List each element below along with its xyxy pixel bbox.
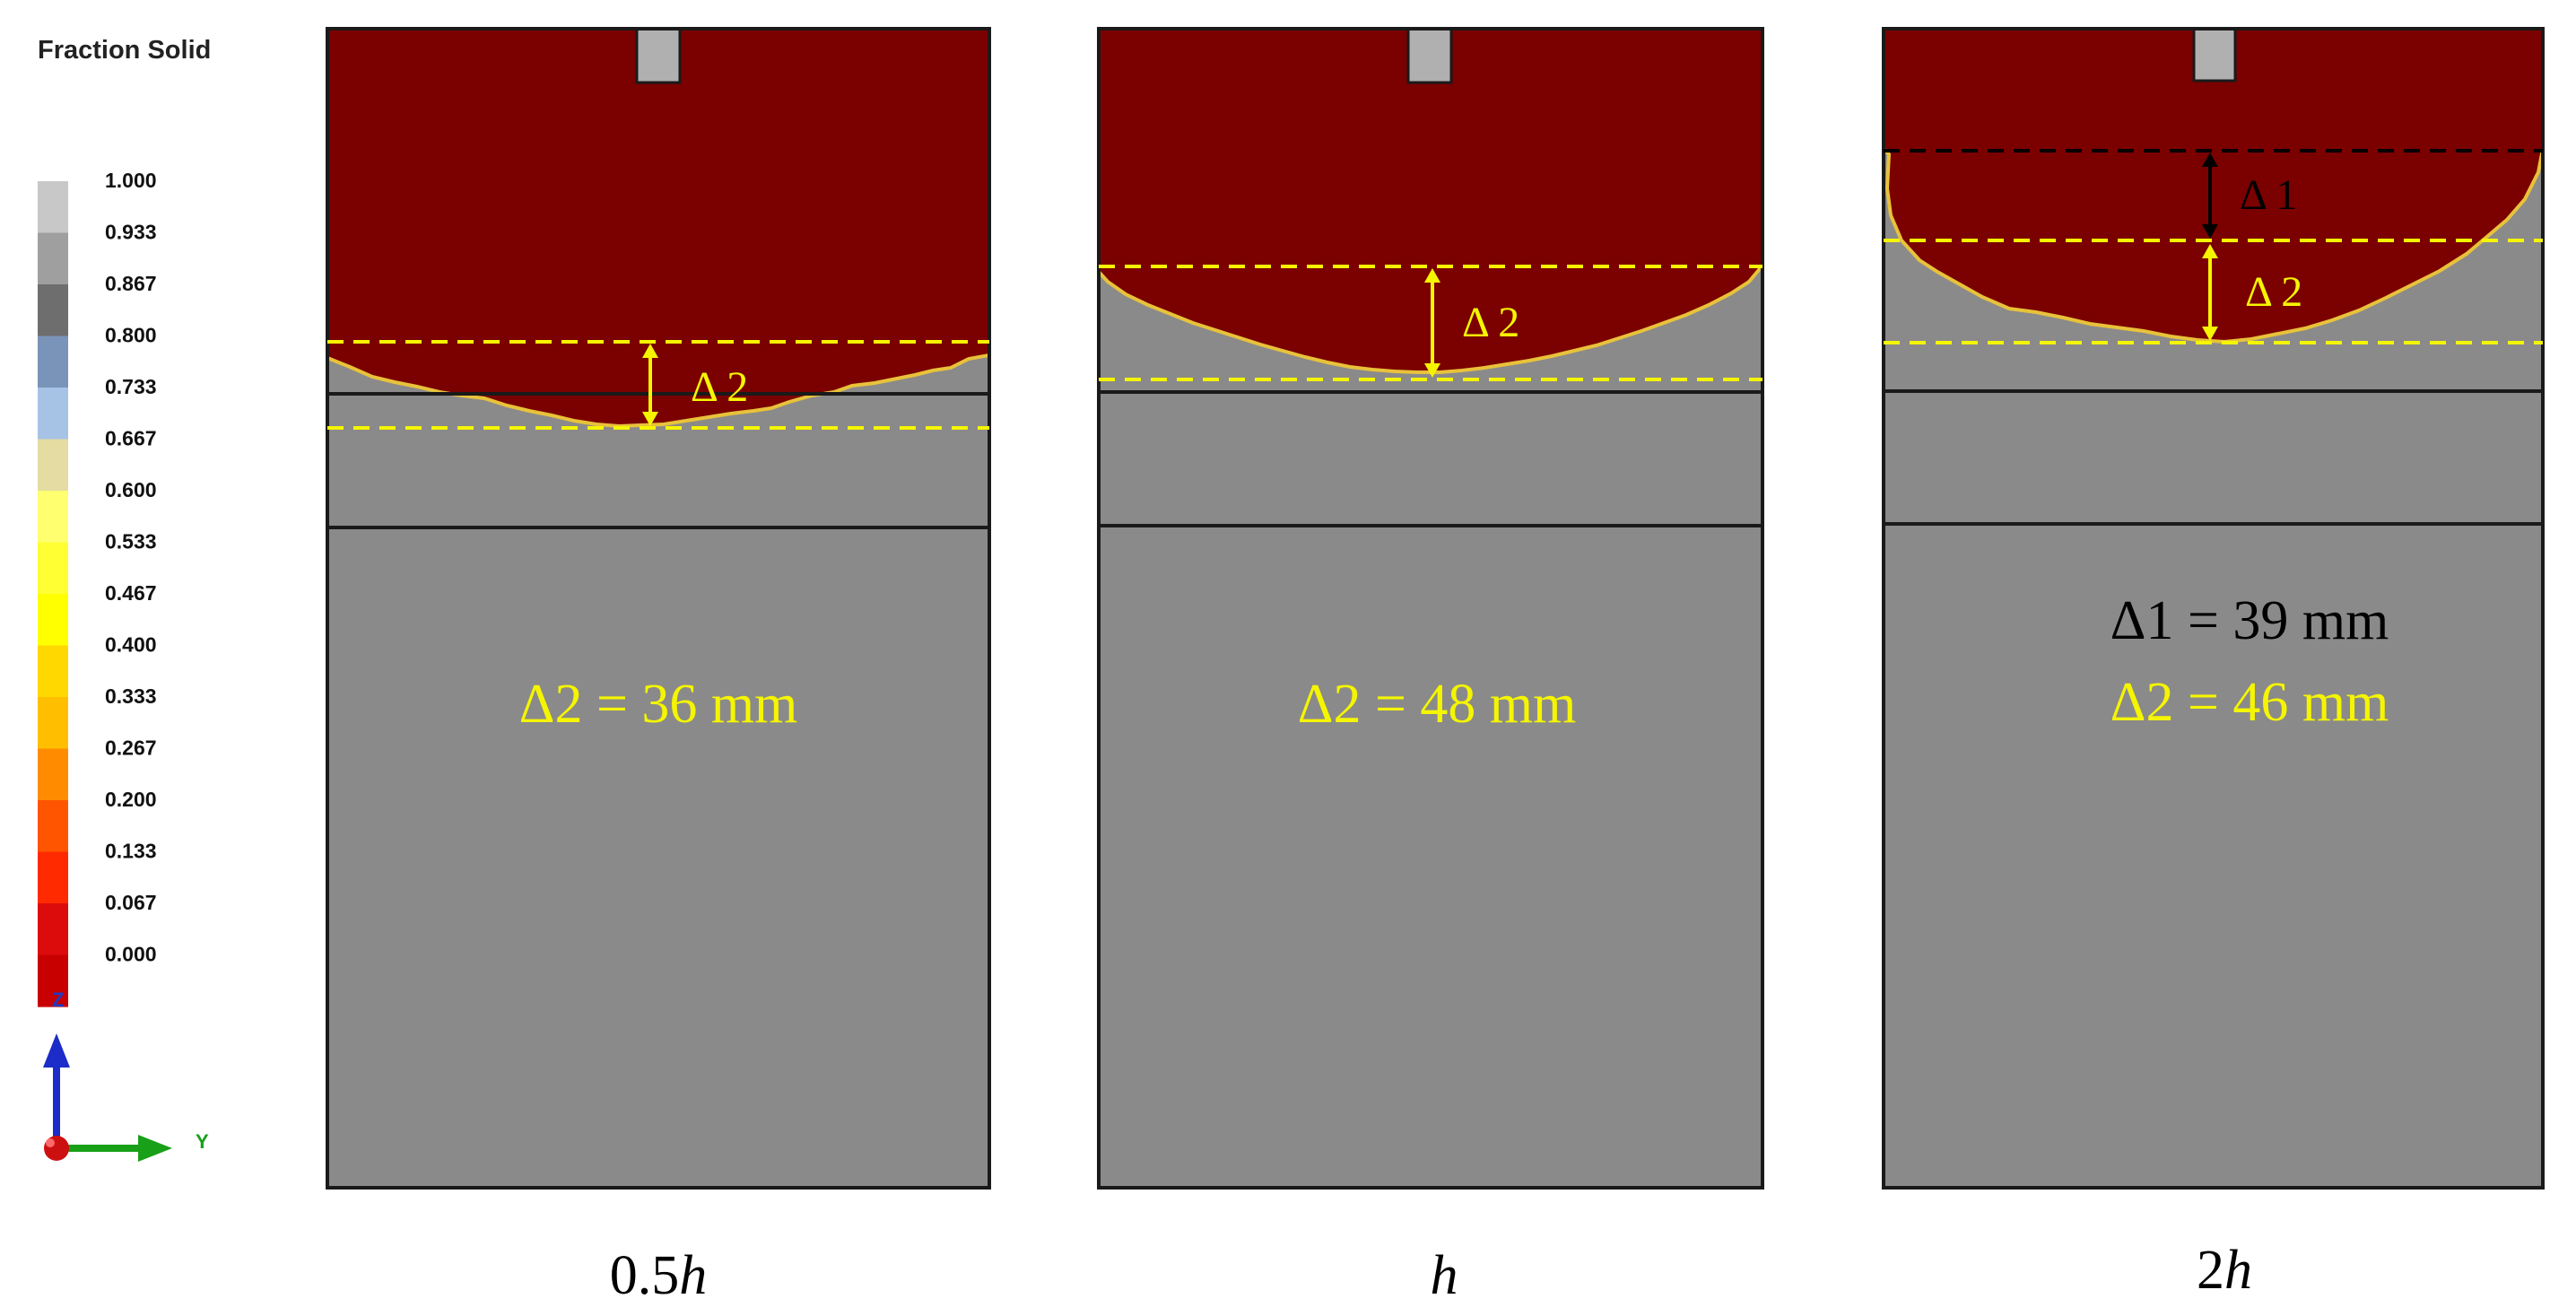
legend-swatch: [38, 336, 68, 388]
legend-value: 0.000: [105, 943, 157, 966]
legend-title: Fraction Solid: [38, 36, 211, 65]
panel-2h: Δ 1 Δ 2 Δ1 = 39 mm Δ2 = 46 mm 2h: [1882, 27, 2545, 1301]
legend-colorbar: [38, 181, 68, 1007]
riser-notch: [1406, 27, 1453, 84]
legend-value: 0.400: [105, 633, 157, 657]
legend-swatch: [38, 645, 68, 698]
delta2-marker-label: Δ 2: [1462, 299, 1519, 346]
legend-swatch: [38, 388, 68, 440]
caption-number: 0.5: [610, 1245, 680, 1306]
liquid-region: [1097, 27, 1764, 374]
delta1-marker-label: Δ 1: [2240, 171, 2297, 219]
riser-notch: [635, 27, 682, 84]
delta2-arrow-up-icon: [1424, 268, 1440, 283]
legend-value: 0.867: [105, 272, 157, 295]
delta2-value-text: Δ2 = 36 mm: [519, 674, 798, 735]
legend-swatch: [38, 439, 68, 492]
y-axis-label: Y: [196, 1130, 209, 1153]
liquid-region: [326, 27, 991, 429]
panel-frame: [1882, 27, 2545, 1190]
legend-swatch: [38, 697, 68, 750]
legend-swatch: [38, 851, 68, 904]
legend-value: 0.933: [105, 221, 157, 244]
panel-0-5h: Δ 2 Δ2 = 36 mm 0.5h: [326, 27, 991, 1306]
legend-value: 0.533: [105, 530, 157, 553]
caption-number: 2: [2197, 1240, 2224, 1301]
legend-swatch: [38, 800, 68, 853]
legend-value: 0.667: [105, 427, 157, 450]
legend-swatch: [38, 594, 68, 647]
axis-triad: Z Y: [43, 989, 209, 1162]
legend-value: 0.333: [105, 684, 157, 708]
panel-caption: 2h: [2197, 1240, 2252, 1301]
legend-swatch: [38, 748, 68, 801]
liquid-region: [1882, 27, 2545, 344]
legend-value: 0.200: [105, 788, 157, 811]
legend-swatch: [38, 491, 68, 544]
legend-swatch: [38, 284, 68, 337]
legend-swatch: [38, 903, 68, 956]
z-arrow-icon: [43, 1033, 70, 1068]
delta2-arrow-down-icon: [642, 412, 658, 426]
legend-swatch: [38, 232, 68, 285]
panel-caption: h: [1431, 1245, 1458, 1306]
delta1-arrow-down-icon: [2202, 224, 2218, 239]
delta1-value-text: Δ1 = 39 mm: [2110, 590, 2389, 651]
legend-value: 0.267: [105, 736, 157, 760]
legend-value: 0.800: [105, 324, 157, 347]
z-axis-label: Z: [52, 989, 64, 1011]
caption-h: h: [2224, 1240, 2252, 1301]
delta2-arrow-down-icon: [2202, 327, 2218, 341]
riser-notch: [2192, 27, 2237, 83]
caption-h: h: [1431, 1245, 1458, 1306]
legend-value: 0.467: [105, 581, 157, 605]
panel-h: Δ 2 Δ2 = 48 mm h: [1097, 27, 1764, 1306]
delta2-value-text: Δ2 = 46 mm: [2110, 672, 2389, 733]
legend-swatch: [38, 542, 68, 595]
legend-swatch: [38, 954, 68, 1007]
panel-caption: 0.5h: [610, 1245, 708, 1306]
caption-h: h: [679, 1245, 707, 1306]
panel-frame: [326, 27, 991, 1190]
panel-frame: [1097, 27, 1764, 1190]
delta2-arrow-up-icon: [2202, 244, 2218, 258]
legend-values: 1.000 0.933 0.867 0.800 0.733 0.667 0.600 0.533…: [105, 169, 157, 966]
delta2-marker-label: Δ 2: [691, 363, 748, 411]
legend-value: 0.133: [105, 840, 157, 863]
delta2-value-text: Δ2 = 48 mm: [1298, 674, 1577, 735]
legend-value: 0.600: [105, 478, 157, 501]
delta2-arrow-down-icon: [1424, 363, 1440, 378]
delta2-marker-label: Δ 2: [2245, 268, 2302, 316]
legend-value: 1.000: [105, 169, 157, 192]
origin-highlight: [46, 1138, 55, 1147]
delta1-arrow-up-icon: [2202, 153, 2218, 167]
delta2-arrow-up-icon: [642, 344, 658, 358]
legend-swatch: [38, 181, 68, 234]
y-arrow-icon: [138, 1135, 172, 1162]
legend-value: 0.067: [105, 891, 157, 914]
legend-value: 0.733: [105, 375, 157, 398]
legend: Fraction Solid 1.000 0.933 0.867 0.800 0.733…: [38, 36, 211, 1007]
